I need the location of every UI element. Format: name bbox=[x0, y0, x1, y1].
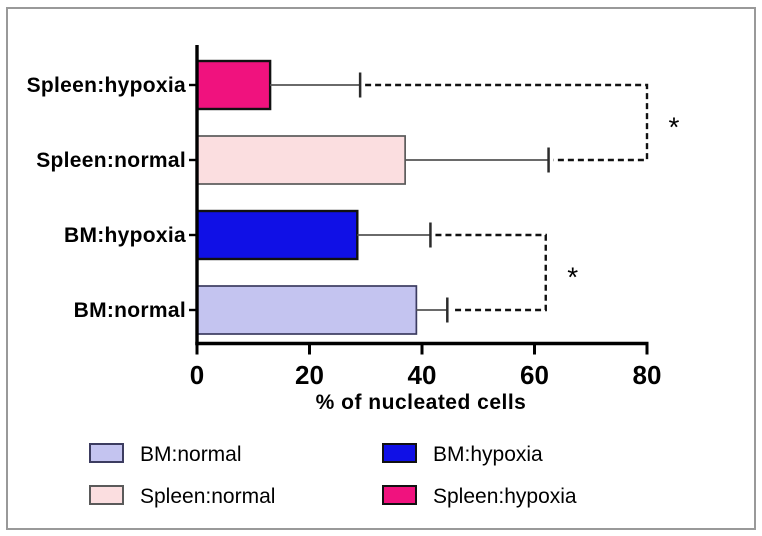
legend-swatch-bm-normal bbox=[89, 443, 124, 463]
category-label-spleen-normal: Spleen:normal bbox=[36, 149, 186, 172]
legend-label-spleen-hypoxia: Spleen:hypoxia bbox=[433, 485, 577, 508]
legend-swatch-bm-hypoxia bbox=[382, 443, 417, 463]
x-tick-label-80: 80 bbox=[633, 360, 662, 390]
bar-bm-hypoxia bbox=[195, 209, 359, 261]
figure-border bbox=[6, 7, 756, 530]
legend-label-bm-normal: BM:normal bbox=[140, 443, 242, 466]
significance-group: ** bbox=[365, 83, 680, 312]
bar-spleen-hypoxia bbox=[195, 59, 272, 111]
significance-asterisk-0: * bbox=[669, 112, 680, 143]
category-label-bm-hypoxia: BM:hypoxia bbox=[64, 224, 186, 247]
significance-bracket-1 bbox=[435, 233, 547, 312]
legend-swatch-spleen-hypoxia bbox=[382, 485, 417, 505]
bars-group bbox=[195, 59, 418, 335]
x-tick-label-40: 40 bbox=[408, 360, 437, 390]
axes-group: 0 20 40 60 80 Spleen:hypoxia Spleen:normal BM:h… bbox=[27, 45, 662, 390]
bar-bm-normal bbox=[196, 285, 418, 335]
legend-swatch-spleen-normal bbox=[89, 485, 124, 505]
legend: BM:normal Spleen:normal BM:hypoxia Spleen:h… bbox=[89, 443, 577, 508]
error-bars-group bbox=[270, 72, 550, 323]
x-tick-label-0: 0 bbox=[190, 360, 204, 390]
legend-label-bm-hypoxia: BM:hypoxia bbox=[433, 443, 543, 466]
category-label-bm-normal: BM:normal bbox=[74, 299, 186, 322]
significance-asterisk-1: * bbox=[567, 262, 578, 293]
significance-bracket-0 bbox=[365, 83, 649, 162]
x-axis-title: % of nucleated cells bbox=[316, 391, 527, 414]
bar-spleen-normal bbox=[196, 135, 406, 185]
x-tick-label-60: 60 bbox=[520, 360, 549, 390]
category-label-spleen-hypoxia: Spleen:hypoxia bbox=[27, 74, 186, 97]
x-tick-label-20: 20 bbox=[295, 360, 324, 390]
legend-label-spleen-normal: Spleen:normal bbox=[140, 485, 275, 508]
